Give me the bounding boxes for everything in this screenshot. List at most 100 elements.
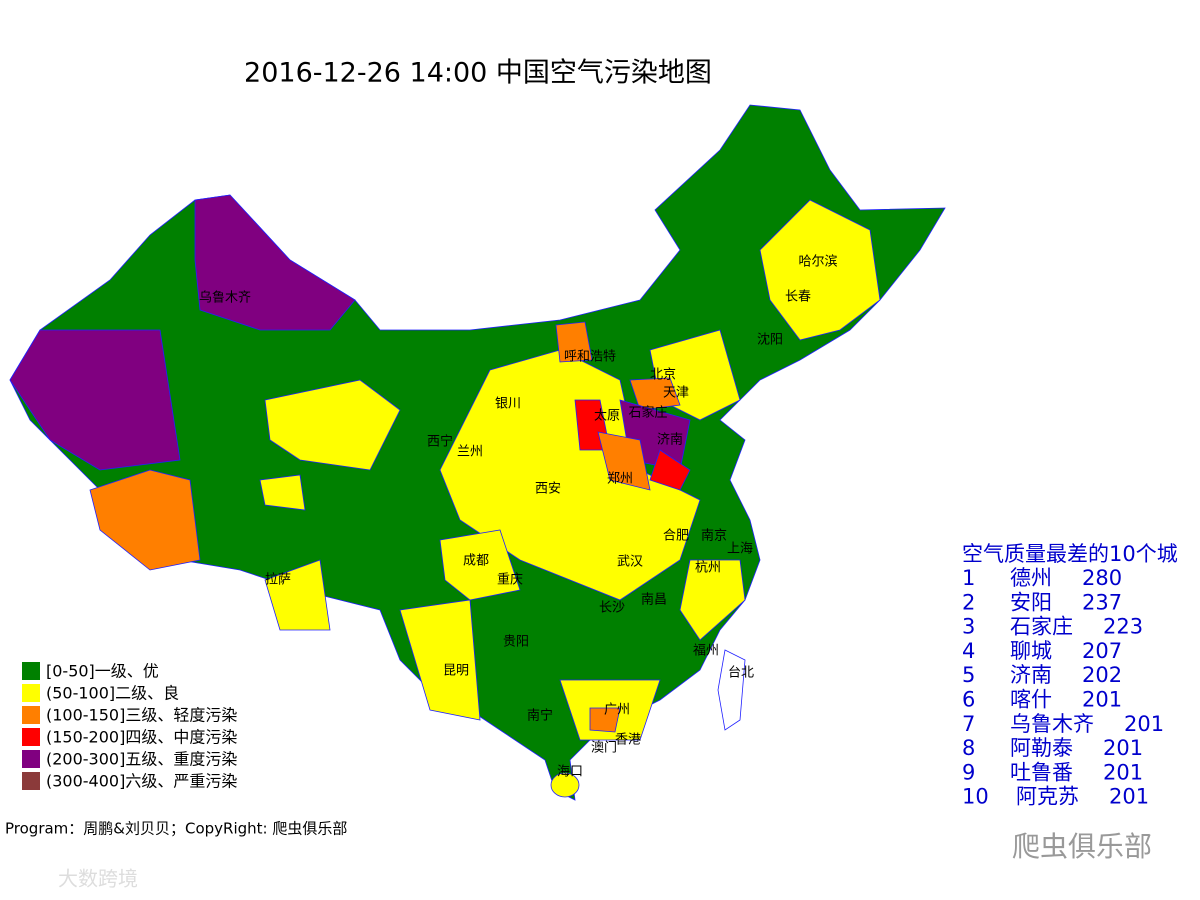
rank: 3 bbox=[962, 615, 975, 639]
aqi: 207 bbox=[1082, 639, 1122, 663]
aqi: 223 bbox=[1103, 615, 1143, 639]
region-northeast bbox=[759, 199, 881, 341]
legend-label: (200-300]五级、重度污染 bbox=[46, 750, 237, 769]
rank: 10 bbox=[962, 785, 989, 809]
city-label: 海口 bbox=[557, 765, 583, 780]
city: 吐鲁番 bbox=[1010, 760, 1073, 784]
region-tibet-east bbox=[259, 474, 306, 511]
city-label: 乌鲁木齐 bbox=[199, 290, 251, 306]
legend-swatch bbox=[22, 706, 40, 724]
region-taiwan bbox=[717, 649, 746, 731]
ranking-title: 空气质量最差的10个城 bbox=[962, 542, 1178, 566]
city-label: 西宁 bbox=[427, 434, 453, 450]
region-hainan bbox=[550, 772, 580, 798]
aqi: 201 bbox=[1103, 736, 1143, 760]
city: 喀什 bbox=[1010, 688, 1052, 712]
aqi: 201 bbox=[1103, 760, 1143, 784]
aqi: 201 bbox=[1124, 712, 1164, 736]
city-label: 天津 bbox=[663, 386, 689, 401]
legend-label: (150-200]四级、中度污染 bbox=[46, 728, 237, 747]
region-qinghai bbox=[264, 379, 401, 471]
legend-swatch bbox=[22, 750, 40, 768]
legend-label: (100-150]三级、轻度污染 bbox=[46, 706, 237, 725]
city-label: 南宁 bbox=[527, 708, 553, 724]
city-label: 昆明 bbox=[443, 664, 469, 679]
city-label: 拉萨 bbox=[265, 573, 291, 588]
region-hohhot bbox=[555, 321, 593, 363]
city: 德州 bbox=[1010, 566, 1052, 590]
city-label: 南京 bbox=[701, 528, 727, 544]
rank: 6 bbox=[962, 688, 975, 712]
region-sichuan bbox=[439, 529, 521, 601]
city-label: 银川 bbox=[495, 397, 521, 412]
city-label: 长春 bbox=[785, 290, 811, 305]
city-label: 济南 bbox=[657, 432, 683, 448]
city-label: 武汉 bbox=[617, 555, 643, 570]
rank: 9 bbox=[962, 760, 975, 784]
city: 济南 bbox=[1010, 663, 1052, 687]
legend-swatch bbox=[22, 772, 40, 790]
region-guangzhou bbox=[589, 707, 621, 733]
city-label: 呼和浩特 bbox=[564, 350, 616, 365]
rank: 8 bbox=[962, 736, 975, 760]
city: 阿勒泰 bbox=[1010, 736, 1073, 760]
city-label: 哈尔滨 bbox=[798, 254, 837, 270]
city-label: 台北 bbox=[728, 666, 754, 681]
city-label: 福州 bbox=[693, 644, 719, 659]
city-label: 贵阳 bbox=[503, 635, 529, 650]
city: 聊城 bbox=[1010, 639, 1052, 663]
city-label: 上海 bbox=[727, 542, 753, 557]
city-label: 石家庄 bbox=[628, 405, 667, 421]
city-label: 澳门 bbox=[591, 740, 617, 756]
city-label: 太原 bbox=[594, 409, 620, 424]
city-label: 杭州 bbox=[695, 561, 721, 576]
city-label: 郑州 bbox=[607, 472, 633, 487]
region-east bbox=[679, 559, 746, 641]
region-tibet-west bbox=[89, 469, 201, 571]
legend-swatch bbox=[22, 662, 40, 680]
city-label: 香港 bbox=[615, 733, 641, 748]
legend-swatch bbox=[22, 684, 40, 702]
credit: Program：周鹏&刘贝贝；CopyRight: 爬虫俱乐部 bbox=[5, 820, 347, 838]
map-title: 2016-12-26 14:00 中国空气污染地图 bbox=[244, 58, 712, 89]
region-beijing-tianjin bbox=[629, 377, 681, 411]
aqi: 202 bbox=[1082, 663, 1122, 687]
region-xinjiang-west bbox=[9, 329, 181, 471]
region-shandong-west bbox=[649, 449, 691, 491]
rank: 4 bbox=[962, 639, 975, 663]
watermark: 大数跨境 bbox=[58, 867, 138, 891]
legend-swatch bbox=[22, 728, 40, 746]
city: 阿克苏 bbox=[1016, 785, 1079, 809]
legend-label: (300-400]六级、严重污染 bbox=[46, 772, 237, 791]
city-label: 长沙 bbox=[599, 601, 625, 616]
rank: 5 bbox=[962, 663, 975, 687]
region-central bbox=[439, 349, 701, 601]
rank: 2 bbox=[962, 590, 975, 614]
city: 安阳 bbox=[1010, 590, 1052, 614]
watermark: 爬虫俱乐部 bbox=[1012, 830, 1152, 863]
city-label: 南昌 bbox=[641, 592, 667, 608]
city-label: 沈阳 bbox=[757, 333, 783, 348]
city: 石家庄 bbox=[1010, 615, 1073, 639]
city-label: 广州 bbox=[604, 703, 630, 718]
region-lhasa bbox=[264, 559, 331, 631]
city-label: 北京 bbox=[650, 368, 676, 383]
city-label: 重庆 bbox=[497, 572, 523, 588]
city-label: 西安 bbox=[535, 482, 561, 497]
aqi: 237 bbox=[1082, 590, 1122, 614]
region-xinjiang-north bbox=[194, 194, 356, 331]
city-label: 合肥 bbox=[663, 529, 689, 544]
city: 乌鲁木齐 bbox=[1010, 712, 1094, 736]
region-henan-north bbox=[597, 431, 651, 491]
legend: [0-50]一级、优 (50-100]二级、良 (100-150]三级、轻度污染 (1… bbox=[22, 662, 237, 791]
city-label: 成都 bbox=[463, 554, 489, 569]
aqi: 201 bbox=[1109, 785, 1149, 809]
legend-label: (50-100]二级、良 bbox=[46, 684, 179, 703]
rank: 7 bbox=[962, 712, 975, 736]
aqi: 280 bbox=[1082, 566, 1122, 590]
map bbox=[9, 104, 946, 801]
legend-label: [0-50]一级、优 bbox=[46, 662, 159, 681]
